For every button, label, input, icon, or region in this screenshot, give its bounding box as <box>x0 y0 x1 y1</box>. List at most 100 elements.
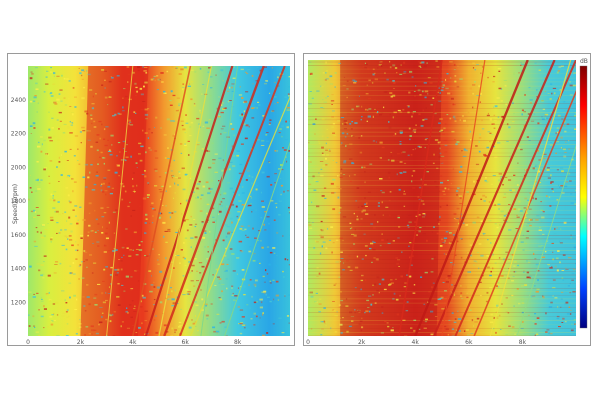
noise-speckle <box>210 303 213 305</box>
noise-speckle <box>137 69 140 72</box>
order-line <box>144 66 234 336</box>
noise-speckle <box>445 79 447 81</box>
noise-speckle <box>521 113 523 116</box>
noise-speckle <box>560 147 562 149</box>
noise-speckle <box>564 151 567 153</box>
noise-speckle <box>569 255 572 257</box>
noise-speckle <box>479 92 482 95</box>
noise-speckle <box>90 230 92 232</box>
noise-speckle <box>174 192 177 194</box>
noise-speckle <box>37 178 39 180</box>
noise-speckle <box>160 72 164 74</box>
noise-speckle <box>522 178 524 180</box>
noise-speckle <box>456 194 458 196</box>
noise-speckle <box>332 178 336 181</box>
noise-speckle <box>413 128 417 130</box>
colorbar <box>579 65 588 329</box>
noise-speckle <box>116 164 120 167</box>
noise-speckle <box>58 181 60 182</box>
noise-speckle <box>66 323 69 325</box>
noise-speckle <box>106 206 110 208</box>
noise-speckle <box>242 133 244 135</box>
noise-speckle <box>388 176 390 179</box>
noise-speckle <box>42 277 45 279</box>
noise-speckle <box>339 317 341 319</box>
noise-speckle <box>284 295 286 297</box>
noise-speckle <box>176 97 180 99</box>
noise-speckle <box>97 283 101 285</box>
noise-speckle <box>366 202 368 204</box>
noise-speckle <box>370 223 374 225</box>
noise-speckle <box>310 72 313 75</box>
noise-speckle <box>512 276 515 277</box>
noise-speckle <box>441 308 445 310</box>
noise-speckle <box>56 75 60 77</box>
noise-speckle <box>54 301 59 304</box>
noise-speckle <box>547 93 550 94</box>
noise-speckle <box>258 230 261 232</box>
noise-speckle <box>207 251 209 253</box>
noise-speckle <box>247 69 251 71</box>
noise-speckle <box>320 220 323 223</box>
order-line <box>189 95 290 336</box>
noise-speckle <box>457 318 462 320</box>
noise-speckle <box>245 234 247 236</box>
noise-speckle <box>68 216 71 219</box>
noise-speckle <box>411 175 413 177</box>
noise-speckle <box>334 72 337 74</box>
noise-speckle <box>466 292 469 294</box>
noise-speckle <box>195 197 199 199</box>
noise-speckle <box>53 101 57 104</box>
noise-speckle <box>45 76 48 78</box>
noise-speckle <box>66 78 69 80</box>
noise-speckle <box>462 181 465 183</box>
noise-speckle <box>419 94 422 96</box>
noise-speckle <box>79 131 82 133</box>
noise-speckle <box>450 93 452 95</box>
noise-speckle <box>204 246 206 248</box>
noise-speckle <box>395 298 399 301</box>
broadband-energy-region <box>80 66 149 336</box>
noise-speckle <box>103 138 106 140</box>
noise-speckle <box>527 113 531 115</box>
noise-speckle <box>41 143 43 146</box>
noise-speckle <box>212 159 216 161</box>
noise-speckle <box>565 181 569 183</box>
noise-speckle <box>222 239 225 242</box>
noise-speckle <box>65 311 68 313</box>
noise-speckle <box>144 108 148 111</box>
noise-speckle <box>97 163 99 165</box>
order-line <box>473 90 576 336</box>
noise-speckle <box>157 263 160 265</box>
noise-speckle <box>121 248 125 250</box>
noise-speckle <box>83 261 86 262</box>
noise-speckle <box>212 326 216 329</box>
noise-speckle <box>147 182 150 184</box>
noise-speckle <box>334 331 338 333</box>
noise-speckle <box>337 196 340 199</box>
noise-speckle <box>400 64 402 66</box>
noise-speckle <box>322 107 325 109</box>
noise-speckle <box>125 275 129 278</box>
noise-speckle <box>102 190 105 193</box>
noise-speckle <box>100 189 103 192</box>
noise-speckle <box>350 227 353 229</box>
noise-speckle <box>437 298 441 300</box>
noise-speckle <box>214 153 218 155</box>
noise-speckle <box>349 143 353 145</box>
noise-speckle <box>53 313 55 315</box>
noise-speckle <box>144 232 147 234</box>
noise-speckle <box>170 90 173 93</box>
noise-speckle <box>474 108 478 110</box>
noise-speckle <box>326 70 328 72</box>
noise-speckle <box>48 175 50 177</box>
noise-speckle <box>439 130 443 132</box>
noise-speckle <box>214 171 218 173</box>
noise-speckle <box>207 192 211 195</box>
noise-speckle <box>272 279 275 281</box>
noise-speckle <box>550 142 552 143</box>
noise-speckle <box>259 262 261 264</box>
noise-speckle <box>36 263 41 265</box>
noise-speckle <box>443 237 448 239</box>
noise-speckle <box>315 292 318 294</box>
